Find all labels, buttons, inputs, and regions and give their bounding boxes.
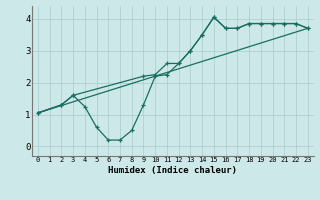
X-axis label: Humidex (Indice chaleur): Humidex (Indice chaleur) [108,166,237,175]
